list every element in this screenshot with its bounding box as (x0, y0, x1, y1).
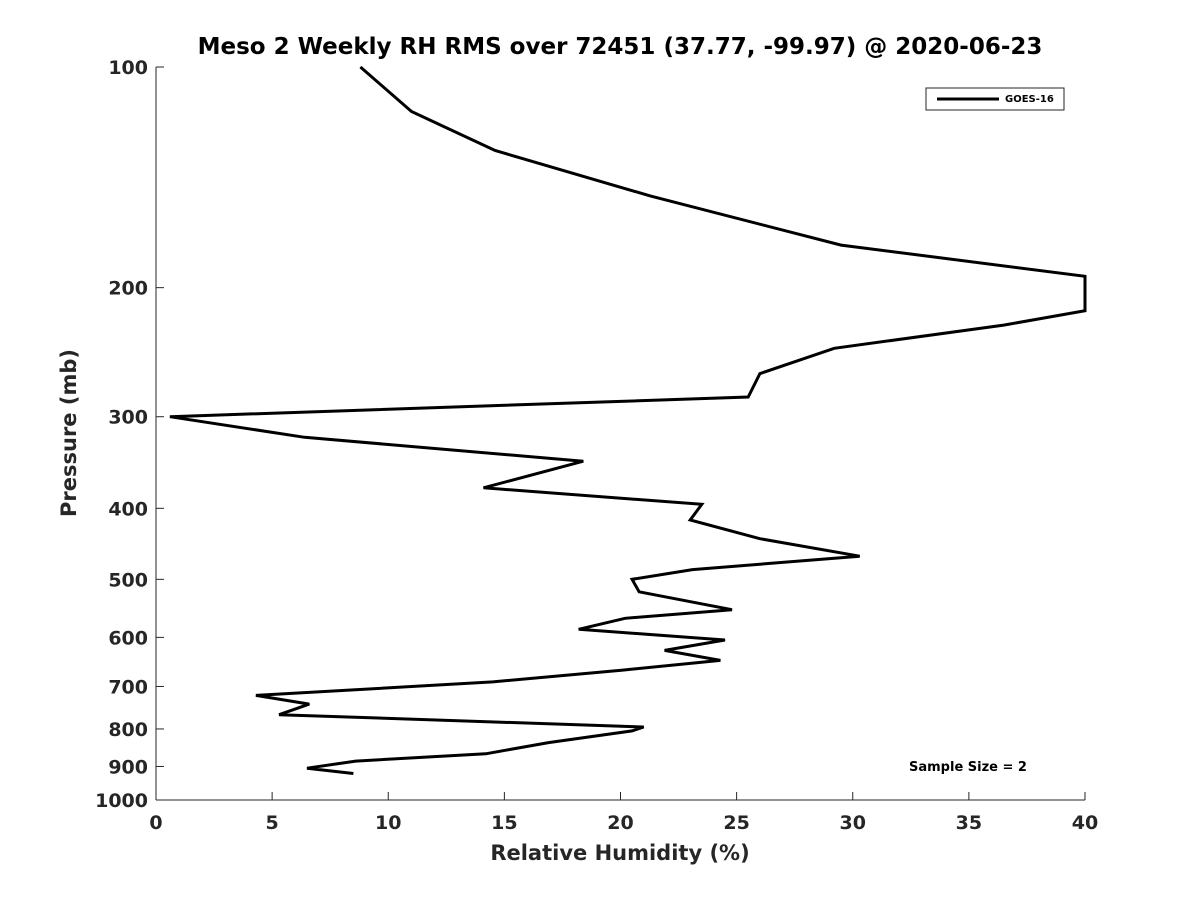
legend-label-goes-16: GOES-16 (1005, 94, 1054, 105)
x-tick-label: 35 (956, 812, 982, 834)
x-tick-label: 10 (375, 812, 401, 834)
x-tick-label: 30 (840, 812, 866, 834)
x-axis-label: Relative Humidity (%) (490, 841, 749, 865)
y-tick-label: 600 (108, 627, 148, 649)
legend: GOES-16 (925, 87, 1065, 111)
y-tick-label: 500 (108, 569, 148, 591)
y-axis-label: Pressure (mb) (57, 349, 81, 517)
y-tick-label: 400 (108, 498, 148, 520)
y-axis-ticks: 100 200 300 400 500 600 700 800 900 1000 (95, 57, 164, 812)
x-tick-label: 5 (266, 812, 279, 834)
y-tick-label: 100 (108, 57, 148, 79)
y-tick-label: 300 (108, 407, 148, 429)
x-axis-ticks: 0 5 10 15 20 25 30 35 40 (149, 792, 1098, 834)
y-tick-label: 200 (108, 278, 148, 300)
y-tick-label: 700 (108, 676, 148, 698)
x-tick-label: 15 (491, 812, 517, 834)
y-tick-label: 800 (108, 719, 148, 741)
y-tick-label: 1000 (95, 790, 148, 812)
chart-title: Meso 2 Weekly RH RMS over 72451 (37.77, … (198, 34, 1043, 60)
series-line-goes-16 (169, 65, 1087, 775)
x-tick-label: 40 (1072, 812, 1098, 834)
x-tick-label: 0 (149, 812, 162, 834)
sample-size-annotation: Sample Size = 2 (909, 760, 1027, 775)
series-layer (169, 65, 1087, 775)
plot-area: 0 5 10 15 20 25 30 35 40 100 200 300 400 500 600 700 80… (95, 57, 1098, 834)
x-tick-label: 20 (607, 812, 633, 834)
y-tick-label: 900 (108, 756, 148, 778)
x-tick-label: 25 (723, 812, 749, 834)
